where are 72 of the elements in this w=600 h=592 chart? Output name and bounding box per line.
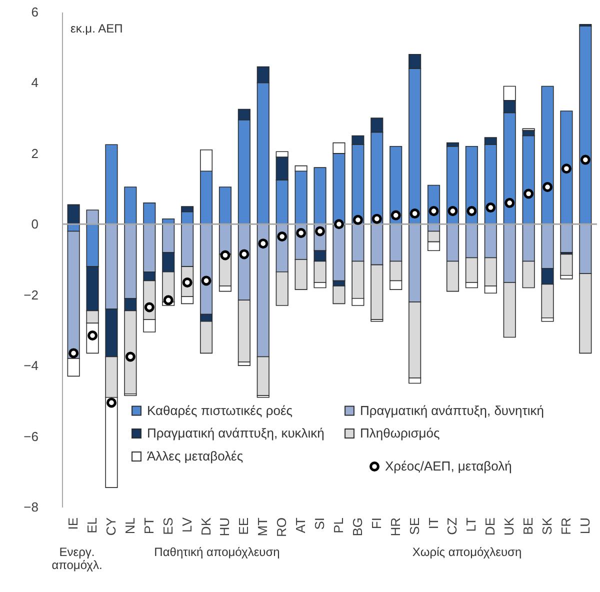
x-tick-label: EL [84, 518, 100, 534]
y-axis-title: εκ.μ. ΑΕΠ [70, 22, 123, 36]
point [239, 249, 250, 260]
x-tick-label: HR [388, 518, 403, 536]
x-tick-label: MT [255, 517, 270, 536]
x-tick-label: SE [406, 517, 422, 535]
text: Παθητική απομόχλευση [154, 545, 280, 559]
point [448, 206, 458, 216]
x-tick-label: SK [540, 517, 555, 535]
x-tick-label: CZ [444, 517, 460, 535]
x-tick-label: FR [558, 518, 574, 535]
point [352, 214, 363, 225]
x-tick-label: ES [160, 517, 176, 535]
point [201, 276, 212, 286]
point [258, 238, 268, 249]
x-tick-label: BE [520, 517, 536, 535]
bar [560, 254, 573, 276]
y-tick-label: 2 [31, 146, 38, 161]
point [68, 348, 79, 358]
y-tick-label: 4 [31, 75, 38, 90]
x-tick-label: UK [502, 517, 517, 536]
x-tick-label: PL [330, 518, 346, 534]
point [504, 198, 515, 208]
text: Χωρίς απομόχλευση [412, 545, 522, 559]
point [220, 250, 230, 260]
point [106, 398, 116, 408]
point [486, 202, 496, 213]
legend-label: Άλλες μεταβολές [147, 448, 244, 464]
point [466, 206, 477, 216]
x-tick-label: IT [426, 517, 441, 530]
legend-label: Καθαρές πιστωτικές ροές [147, 402, 293, 418]
point [542, 182, 553, 192]
x-tick-label: BG [350, 518, 365, 536]
x-tick-label: NL [122, 518, 138, 534]
point [125, 352, 136, 362]
legend-label: Πραγματική ανάπτυξη, κυκλική [147, 426, 324, 440]
y-tick-label: −8 [24, 500, 38, 514]
point [315, 226, 326, 236]
y-tick-label: −2 [24, 287, 38, 302]
x-tick-label: SI [312, 518, 328, 530]
point [428, 206, 439, 216]
text: Ενεργ. απομόχλ. [52, 545, 102, 572]
point [524, 188, 534, 199]
point [277, 232, 288, 242]
x-tick-label: LV [179, 517, 194, 532]
y-tick-label: 0 [31, 216, 38, 232]
x-tick-label: RO [274, 518, 290, 537]
x-tick-label: AT [293, 517, 308, 534]
x-tick-label: CY [103, 517, 118, 536]
point [144, 302, 154, 312]
point [580, 154, 590, 165]
point [372, 214, 382, 224]
x-tick-label: LT [464, 517, 479, 532]
point [561, 164, 572, 174]
x-tick-label: DK [198, 517, 214, 536]
point [296, 228, 306, 238]
legend-label: Πραγματική ανάπτυξη, δυνητική [360, 402, 544, 418]
point [390, 210, 401, 220]
y-tick-label: −4 [24, 358, 38, 374]
x-tick-label: FI [368, 518, 384, 530]
x-tick-label: IE [66, 517, 81, 530]
x-tick-label: HU [217, 518, 232, 536]
y-tick-label: 6 [31, 4, 38, 20]
point [334, 219, 344, 230]
y-tick-label: −6 [24, 428, 38, 444]
x-tick-label: LU [577, 518, 592, 534]
x-tick-label: PT [141, 517, 156, 534]
x-tick-label: EE [236, 517, 252, 535]
legend-label: Πληθωρισμός [360, 426, 440, 440]
point [410, 208, 420, 219]
legend-label: Χρέος/ΑΕΠ, μεταβολή [385, 458, 512, 474]
x-tick-label: DE [482, 517, 498, 536]
